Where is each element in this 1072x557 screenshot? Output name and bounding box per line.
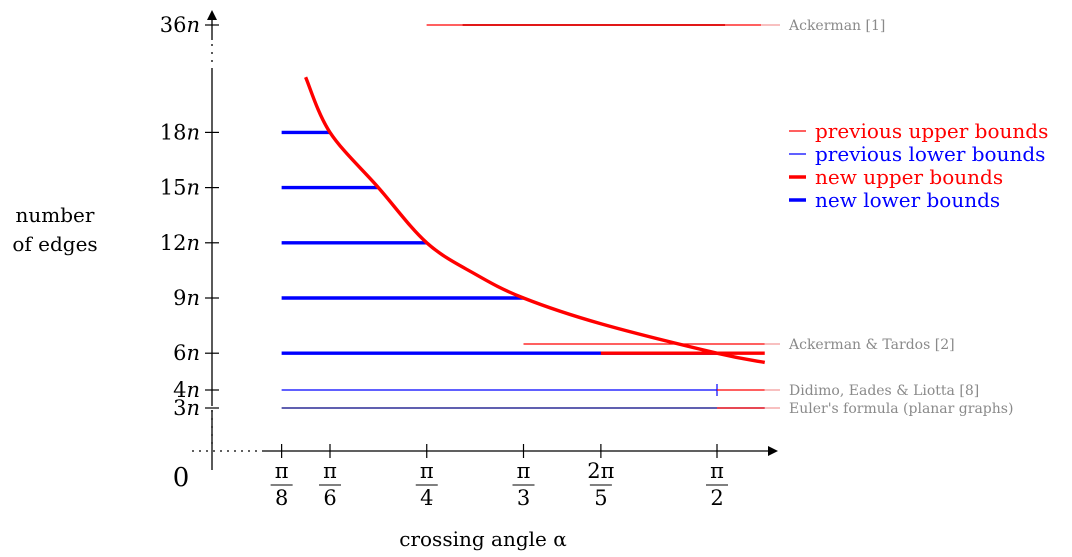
legend-label: new upper bounds <box>815 165 1003 189</box>
y-tick-label: 15n <box>160 176 200 200</box>
x-tick-numerator: π <box>710 459 724 483</box>
x-axis-title: crossing angle α <box>399 527 566 551</box>
x-tick-numerator: π <box>517 459 531 483</box>
origin-label: 0 <box>173 463 190 493</box>
reference-label: Ackerman [1] <box>788 18 885 34</box>
x-ticks: π 8 π 6 π 4 π 3 2π 5 π 2 <box>270 444 728 510</box>
x-tick-numerator: π <box>323 459 337 483</box>
previous-lower-bounds <box>281 384 765 409</box>
y-axis-title-line1: number <box>16 203 95 227</box>
y-tick-label: 12n <box>160 231 200 255</box>
x-tick-denominator: 4 <box>420 486 433 510</box>
y-tick-label: 9n <box>173 286 200 310</box>
y-tick-label: 3n <box>173 396 200 420</box>
legend-label: new lower bounds <box>815 188 1000 212</box>
previous-upper-bounds <box>426 24 780 409</box>
x-tick-denominator: 5 <box>594 486 607 510</box>
y-tick-label: 18n <box>160 120 200 144</box>
y-axis-title-line2: of edges <box>12 232 97 256</box>
x-tick-numerator: π <box>275 459 289 483</box>
x-tick-numerator: 2π <box>587 459 614 483</box>
y-tick-label: 36n <box>160 13 200 37</box>
new-upper-bounds <box>304 76 766 365</box>
reference-label: Ackerman & Tardos [2] <box>788 337 955 353</box>
y-tick-label: 4n <box>173 378 200 402</box>
y-tick-label: 6n <box>173 341 200 365</box>
reference-label: Didimo, Eades & Liotta [8] <box>789 383 979 399</box>
x-tick-denominator: 6 <box>323 486 336 510</box>
new-upper-bound-curve <box>304 76 766 365</box>
x-tick-denominator: 8 <box>275 486 288 510</box>
x-tick-denominator: 2 <box>710 486 723 510</box>
x-tick-denominator: 3 <box>517 486 530 510</box>
legend-label: previous lower bounds <box>815 142 1045 166</box>
x-tick-numerator: π <box>420 459 434 483</box>
new-lower-bounds <box>281 130 717 355</box>
legend-label: previous upper bounds <box>815 119 1048 143</box>
reference-labels: Ackerman [1] Ackerman & Tardos [2] Didimo,… <box>788 18 1013 417</box>
reference-label: Euler's formula (planar graphs) <box>789 401 1013 417</box>
axes <box>192 10 778 470</box>
